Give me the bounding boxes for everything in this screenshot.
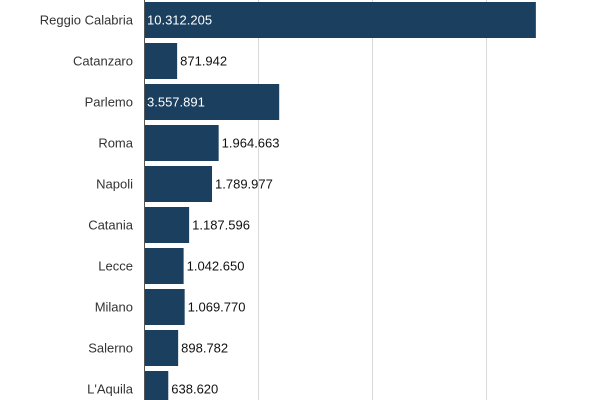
category-label: Catanzaro <box>73 54 133 69</box>
category-label: Reggio Calabria <box>40 13 134 28</box>
bar <box>144 84 280 120</box>
bar <box>144 371 169 400</box>
value-labels: 10.312.205 871.942 3.557.891 1.964.663 1.789… <box>147 13 280 397</box>
category-label: Parlemo <box>85 95 133 110</box>
category-label: L'Aquila <box>87 382 134 397</box>
value-label: 1.187.596 <box>192 218 250 233</box>
bar <box>144 248 184 284</box>
bar <box>144 330 179 366</box>
category-label: Milano <box>95 300 133 315</box>
value-label: 1.964.663 <box>222 136 280 151</box>
value-label: 1.069.770 <box>188 300 246 315</box>
bar <box>144 207 190 243</box>
value-label: 10.312.205 <box>147 13 212 28</box>
category-label: Lecce <box>98 259 133 274</box>
bar <box>144 43 178 79</box>
category-label: Catania <box>88 218 134 233</box>
bar <box>144 2 536 38</box>
bar <box>144 166 213 202</box>
category-label: Roma <box>98 136 133 151</box>
category-labels: Reggio Calabria Catanzaro Parlemo Roma Napol… <box>40 13 134 397</box>
category-label: Napoli <box>96 177 133 192</box>
value-label: 638.620 <box>171 382 218 397</box>
value-label: 898.782 <box>181 341 228 356</box>
category-label: Salerno <box>88 341 133 356</box>
value-label: 1.042.650 <box>187 259 245 274</box>
bar <box>144 289 185 325</box>
bar <box>144 125 219 161</box>
gridlines <box>258 0 487 400</box>
bars <box>144 2 536 400</box>
value-label: 871.942 <box>180 54 227 69</box>
value-label: 1.789.977 <box>215 177 273 192</box>
value-label: 3.557.891 <box>147 95 205 110</box>
